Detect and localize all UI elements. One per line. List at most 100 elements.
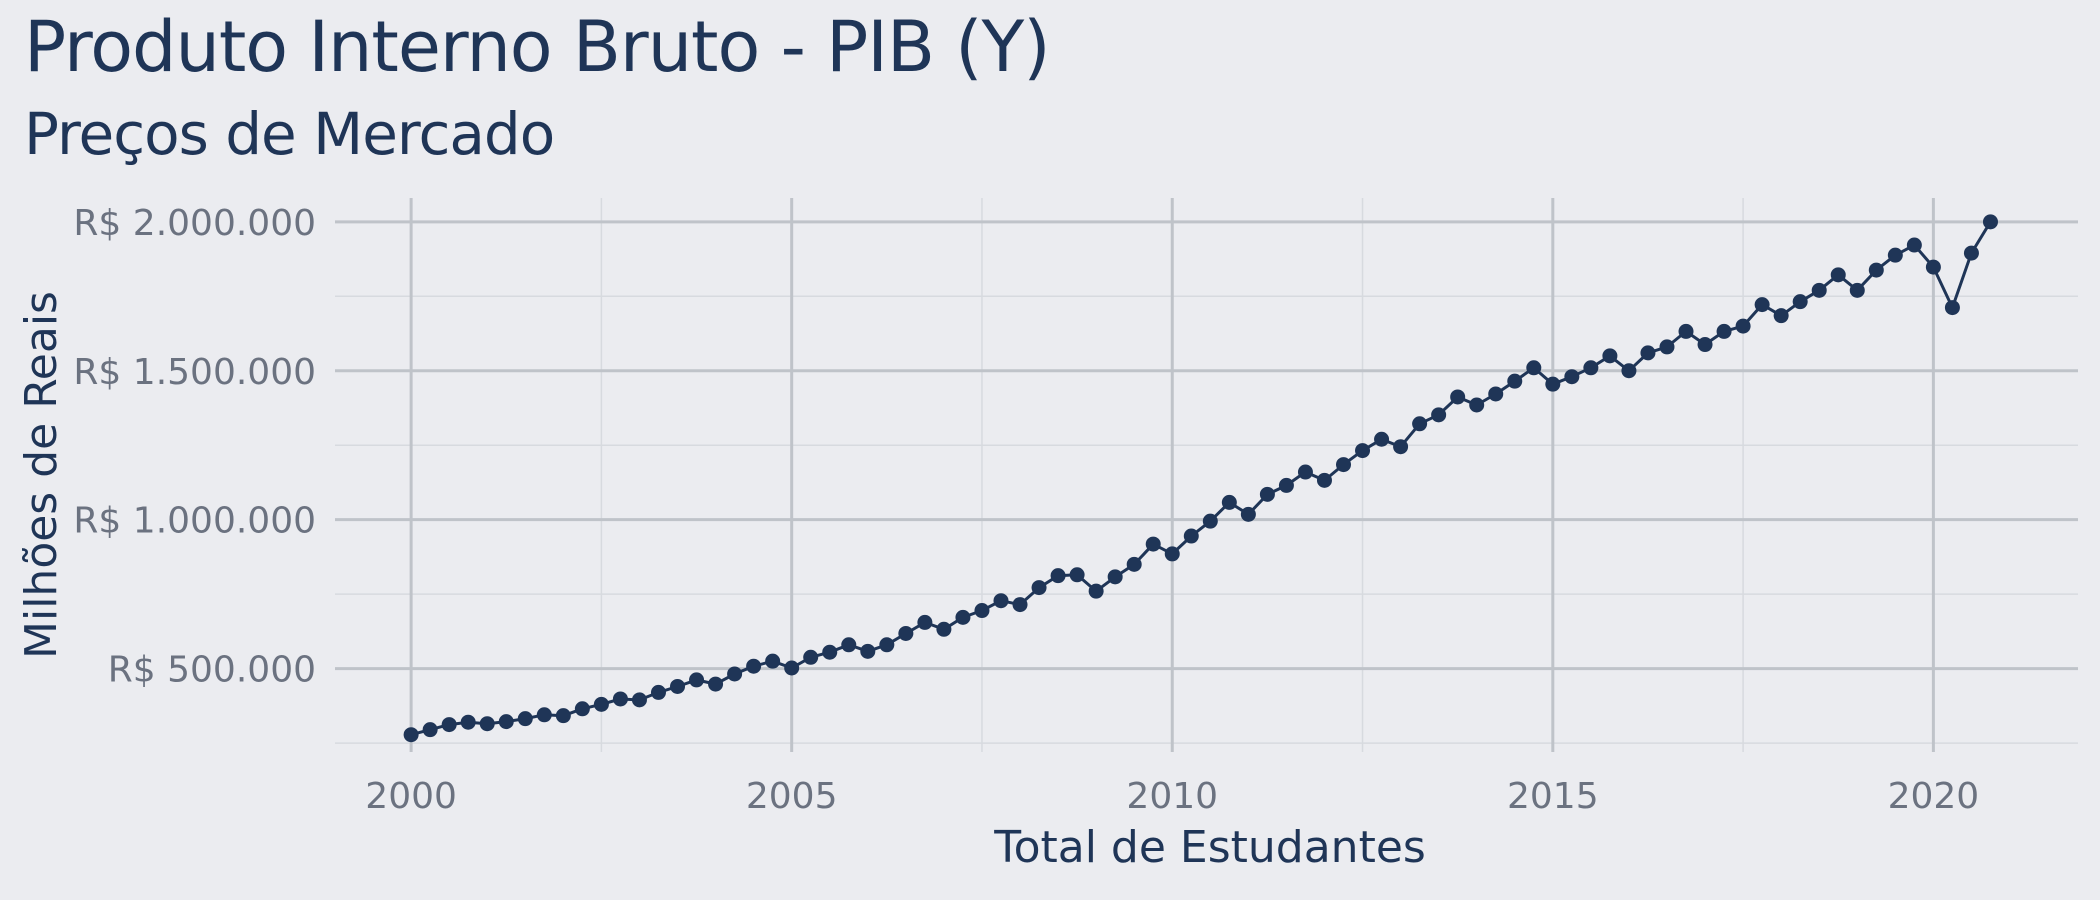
data-point [479, 716, 495, 732]
data-point [1678, 323, 1694, 339]
data-point [1659, 339, 1675, 355]
data-point [1906, 237, 1922, 253]
data-point [1621, 363, 1637, 379]
data-point [974, 603, 990, 619]
data-point [1259, 486, 1275, 502]
data-point [822, 644, 838, 660]
data-point [1526, 360, 1542, 376]
data-point [936, 621, 952, 637]
x-axis-label: Total de Estudantes [993, 822, 1426, 873]
data-point [1697, 337, 1713, 353]
data-point [1393, 439, 1409, 455]
data-point [1031, 580, 1047, 596]
y-axis-label: Milhões de Reais [16, 291, 67, 659]
data-point [1830, 267, 1846, 283]
data-point [1868, 262, 1884, 278]
data-point [1183, 528, 1199, 544]
data-point [1278, 477, 1294, 493]
data-point [1925, 259, 1941, 275]
series-group [403, 214, 1998, 743]
data-point [1583, 360, 1599, 376]
y-tick-labels: R$ 500.000 R$ 1.000.000 R$ 1.500.000 R$ 2.0… [73, 203, 316, 691]
x-tick-label: 2020 [1888, 776, 1980, 817]
data-point [860, 643, 876, 659]
data-point [574, 701, 590, 717]
x-tick-labels: 2000 2005 2010 2015 2020 [365, 776, 1979, 817]
data-point [727, 666, 743, 682]
data-point [498, 714, 514, 730]
data-point [1564, 369, 1580, 385]
data-point [1602, 348, 1618, 364]
data-point [517, 711, 533, 727]
data-point [1412, 416, 1428, 432]
data-point [536, 707, 552, 723]
data-point [555, 708, 571, 724]
data-point [1069, 567, 1085, 583]
data-point [1469, 397, 1485, 413]
data-point [1355, 443, 1371, 459]
data-point [1735, 318, 1751, 334]
series-line [410, 221, 1992, 737]
data-point [1488, 386, 1504, 402]
data-point [631, 692, 647, 708]
x-tick-label: 2015 [1507, 776, 1599, 817]
data-point [1088, 583, 1104, 599]
data-point [1792, 294, 1808, 310]
data-point [898, 625, 914, 641]
data-point [1811, 282, 1827, 298]
data-point [765, 653, 781, 669]
data-point [1963, 245, 1979, 261]
data-point [1240, 506, 1256, 522]
y-tick-label: R$ 500.000 [108, 650, 316, 691]
y-tick-label: R$ 1.500.000 [73, 352, 316, 393]
data-point [1336, 457, 1352, 473]
y-tick-label: R$ 1.000.000 [73, 501, 316, 542]
data-point [1545, 376, 1561, 392]
data-point [879, 637, 895, 653]
data-point [993, 593, 1009, 609]
data-point [460, 714, 476, 730]
data-point [803, 649, 819, 665]
data-point [917, 614, 933, 630]
data-point [1982, 214, 1998, 230]
data-point [1773, 308, 1789, 324]
data-point [1316, 472, 1332, 488]
data-point [1297, 464, 1313, 480]
data-point [1050, 568, 1066, 584]
data-point [1450, 389, 1466, 405]
data-point [1944, 300, 1960, 316]
x-tick-label: 2010 [1126, 776, 1218, 817]
data-point [1164, 546, 1180, 562]
data-point [1221, 494, 1237, 510]
data-point [1012, 597, 1028, 613]
data-point [593, 696, 609, 712]
data-point [1107, 569, 1123, 585]
data-point [1887, 247, 1903, 263]
x-tick-label: 2005 [746, 776, 838, 817]
data-point [403, 727, 419, 743]
data-point [1507, 373, 1523, 389]
data-point [841, 637, 857, 653]
data-point [746, 658, 762, 674]
data-point [689, 672, 705, 688]
data-point [955, 609, 971, 625]
data-point [784, 660, 800, 676]
data-point [612, 691, 628, 707]
grid-lines [335, 198, 2078, 752]
chart-subtitle: Preços de Mercado [24, 100, 555, 168]
data-point [650, 684, 666, 700]
data-point [1202, 513, 1218, 529]
data-point [1754, 297, 1770, 313]
chart-title: Produto Interno Bruto - PIB (Y) [24, 6, 1051, 88]
data-point [1126, 556, 1142, 572]
data-point [1849, 282, 1865, 298]
data-point [1431, 407, 1447, 423]
data-point [1640, 345, 1656, 361]
data-point [670, 678, 686, 694]
data-point [441, 717, 457, 733]
y-tick-label: R$ 2.000.000 [73, 203, 316, 244]
data-point [708, 676, 724, 692]
data-point [1374, 431, 1390, 447]
x-tick-label: 2000 [365, 776, 457, 817]
